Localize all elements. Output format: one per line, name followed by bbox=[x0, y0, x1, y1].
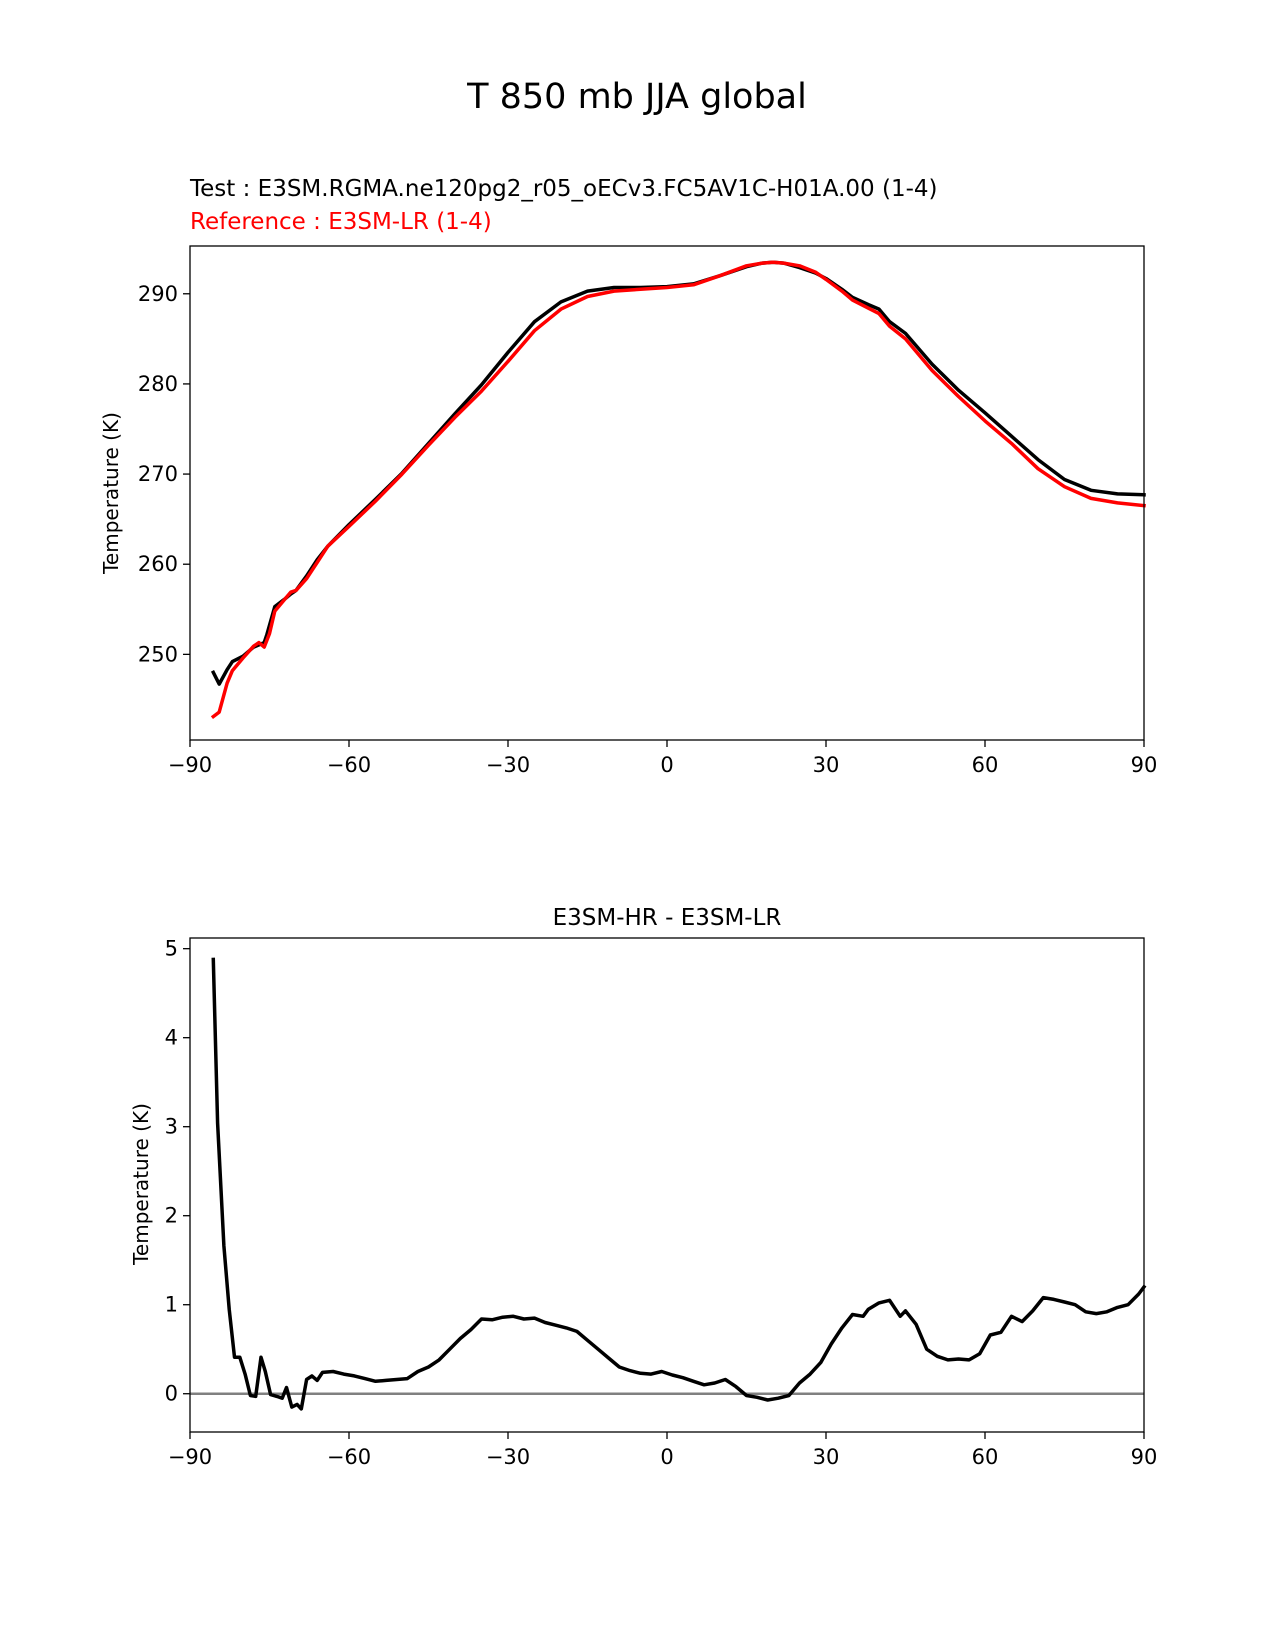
bottom-x-tick-label: 30 bbox=[813, 1445, 840, 1469]
bottom-x-tick-label: −60 bbox=[327, 1445, 371, 1469]
top-x-tick-label: 30 bbox=[813, 753, 840, 777]
top-x-tick-label: −30 bbox=[486, 753, 530, 777]
bottom-y-tick-label: 4 bbox=[165, 1026, 178, 1050]
top-y-tick-label: 270 bbox=[138, 462, 178, 486]
top-series-reference bbox=[210, 260, 1146, 720]
bottom-x-tick-label: −30 bbox=[486, 1445, 530, 1469]
bottom-series-difference bbox=[211, 957, 1147, 1411]
top-x-tick-label: 0 bbox=[660, 753, 673, 777]
bottom-x-tick-label: 60 bbox=[972, 1445, 999, 1469]
top-y-tick-label: 290 bbox=[138, 282, 178, 306]
bottom-panel: E3SM-HR - E3SM-LR Temperature (K) −90 −60… bbox=[129, 905, 1157, 1469]
bottom-x-tick-label: 90 bbox=[1131, 1445, 1158, 1469]
test-label: Test : E3SM.RGMA.ne120pg2_r05_oECv3.FC5A… bbox=[189, 176, 937, 202]
bottom-x-tick-label: 0 bbox=[660, 1445, 673, 1469]
figure-title: T 850 mb JJA global bbox=[466, 77, 807, 117]
top-axes-frame bbox=[189, 245, 1145, 741]
top-ticks: −90 −60 −30 0 30 60 90 250 260 270 280 290 bbox=[138, 282, 1157, 777]
bottom-y-tick-label: 1 bbox=[165, 1293, 178, 1317]
top-y-tick-label: 260 bbox=[138, 552, 178, 576]
bottom-x-tick-label: −90 bbox=[168, 1445, 212, 1469]
top-x-tick-label: −60 bbox=[327, 753, 371, 777]
bottom-axes-frame bbox=[189, 937, 1145, 1433]
bottom-series bbox=[190, 957, 1147, 1411]
bottom-y-tick-label: 0 bbox=[165, 1382, 178, 1406]
top-y-tick-label: 250 bbox=[138, 642, 178, 666]
bottom-title: E3SM-HR - E3SM-LR bbox=[553, 905, 782, 931]
top-x-tick-label: 60 bbox=[972, 753, 999, 777]
top-series bbox=[210, 260, 1146, 720]
top-x-tick-label: 90 bbox=[1131, 753, 1158, 777]
bottom-y-tick-label: 2 bbox=[165, 1204, 178, 1228]
top-x-tick-label: −90 bbox=[168, 753, 212, 777]
bottom-ticks: −90 −60 −30 0 30 60 90 0 1 2 3 4 5 bbox=[165, 937, 1158, 1469]
top-panel: Test : E3SM.RGMA.ne120pg2_r05_oECv3.FC5A… bbox=[99, 176, 1157, 777]
bottom-y-axis-label: Temperature (K) bbox=[129, 1103, 153, 1266]
top-series-test bbox=[210, 260, 1146, 686]
top-y-axis-label: Temperature (K) bbox=[99, 412, 123, 575]
bottom-y-tick-label: 3 bbox=[165, 1115, 178, 1139]
top-y-tick-label: 280 bbox=[138, 372, 178, 396]
bottom-y-tick-label: 5 bbox=[165, 937, 178, 961]
reference-label: Reference : E3SM-LR (1-4) bbox=[190, 209, 492, 235]
